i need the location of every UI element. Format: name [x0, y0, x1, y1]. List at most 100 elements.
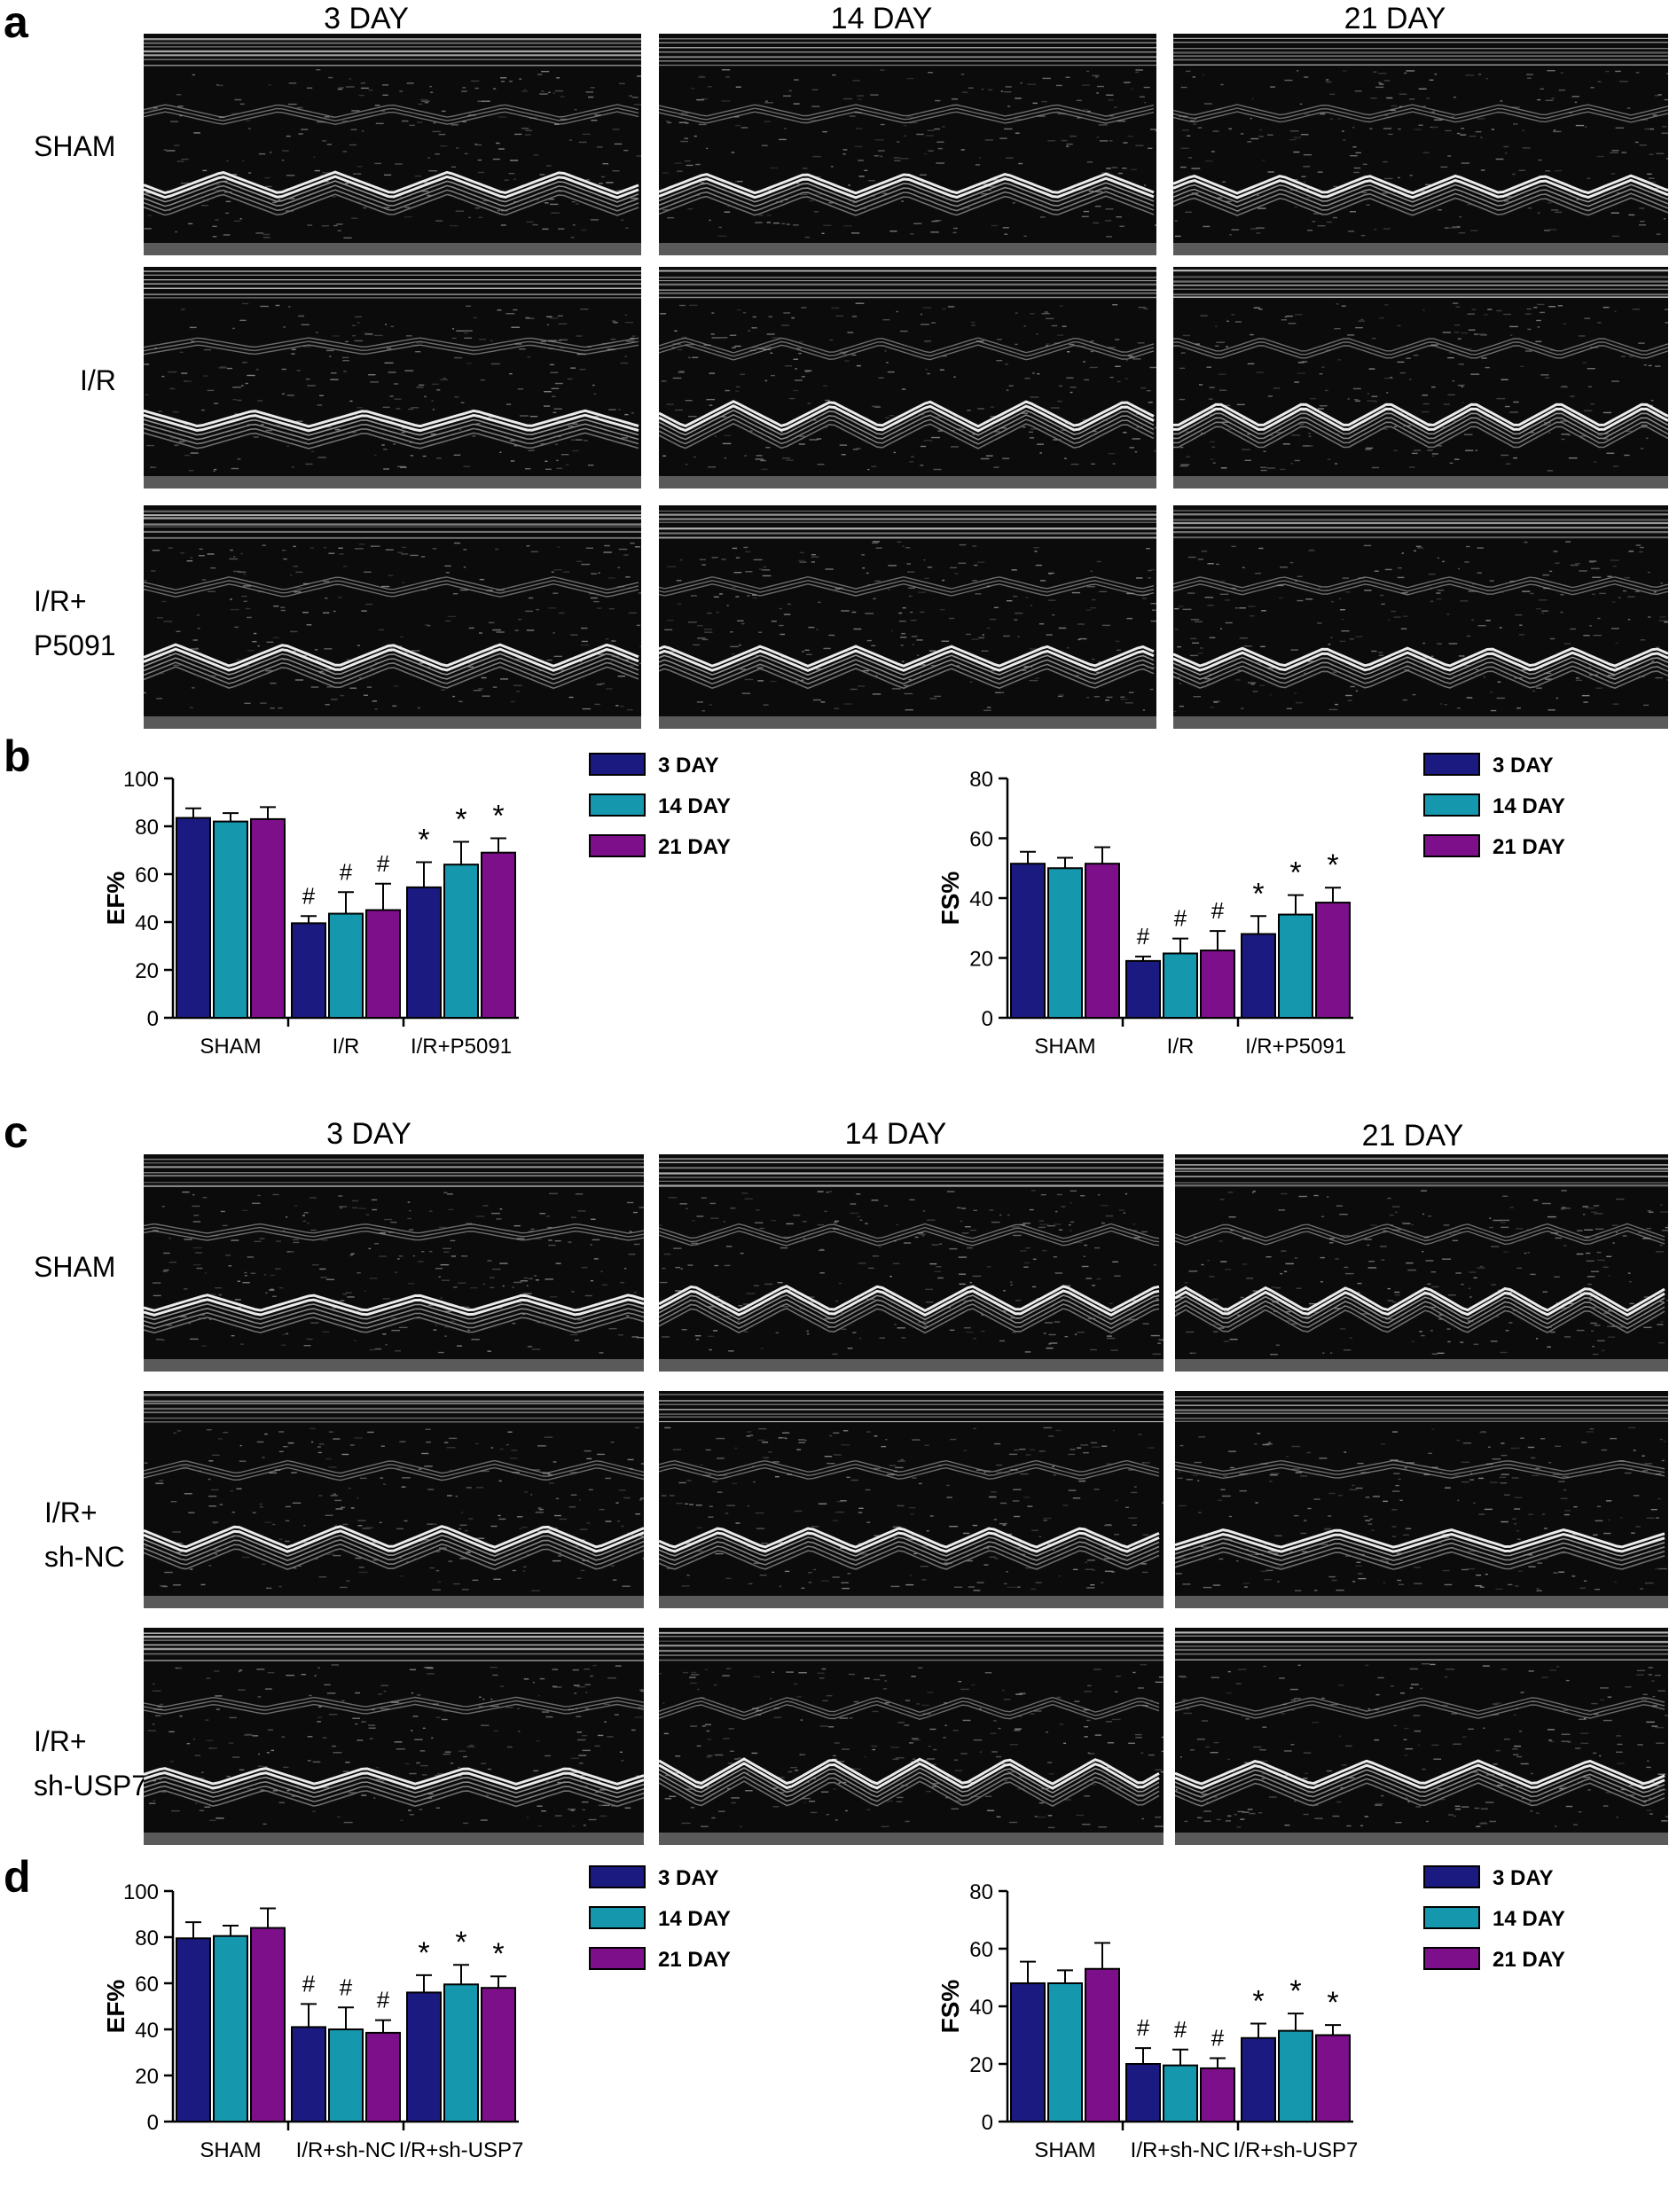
- bar: [1278, 2029, 1313, 2122]
- row-label-c-3-line2: sh-USP7: [34, 1769, 148, 1802]
- y-axis-label: EF%: [102, 1980, 129, 2034]
- bar: [1200, 2067, 1235, 2122]
- echo-image: [144, 267, 641, 489]
- echo-image: [659, 1391, 1164, 1608]
- echo-texture: [1173, 37, 1668, 255]
- x-category-label: I/R+sh-NC: [1131, 2138, 1231, 2162]
- y-tick-label: 20: [969, 2053, 993, 2077]
- significance-hash: #: [302, 1970, 316, 1997]
- echo-texture: [659, 270, 1156, 489]
- echo-image: [1175, 1391, 1668, 1608]
- row-label-c-2-line2: sh-NC: [44, 1540, 125, 1573]
- row-label-a-3: I/R+ P5091: [34, 580, 116, 668]
- echo-texture: [1175, 1157, 1668, 1372]
- significance-hash: #: [1174, 2016, 1187, 2043]
- fs-chart-d: 0 20 40 60 80 FS% SHAM I/R+sh-NC # # # I/R+sh-USP7 *…: [936, 1865, 1565, 2162]
- significance-star: *: [492, 1937, 504, 1971]
- legend-swatch: [589, 793, 646, 817]
- bar: [291, 2026, 326, 2122]
- row-label-c-2-line1: I/R+: [44, 1497, 98, 1528]
- bar: [443, 864, 479, 1019]
- echo-image: [1173, 34, 1668, 255]
- significance-hash: #: [1137, 2014, 1150, 2041]
- y-tick-label: 100: [123, 768, 159, 792]
- y-tick-label: 0: [982, 2111, 993, 2135]
- ef-chart-b: 0 20 40 60 80 100 EF% SHAM I/R # # # I/R+P5091 * * * 3 D…: [102, 753, 731, 1059]
- bar: [328, 2028, 364, 2122]
- bar: [365, 909, 401, 1019]
- echo-texture: [659, 1394, 1164, 1608]
- bar: [1163, 2064, 1198, 2122]
- y-tick-label: 40: [135, 911, 159, 935]
- echo-image: [1175, 1154, 1668, 1372]
- legend-label: 14 DAY: [658, 794, 731, 818]
- legend-swatch: [589, 753, 646, 776]
- row-label-a-3-line1: I/R+: [34, 585, 87, 617]
- bar: [406, 1991, 442, 2122]
- row-label-c-2: I/R+ sh-NC: [44, 1491, 125, 1579]
- legend-swatch: [1423, 1865, 1480, 1888]
- row-label-c-3-line1: I/R+: [34, 1725, 87, 1757]
- echo-texture: [659, 38, 1156, 255]
- significance-star: *: [1327, 1986, 1338, 2020]
- legend-label: 21 DAY: [1493, 835, 1565, 859]
- legend-label: 21 DAY: [1493, 1948, 1565, 1972]
- x-category-label: I/R: [1167, 1035, 1195, 1059]
- row-label-c-3: I/R+ sh-USP7: [34, 1720, 147, 1808]
- bar: [213, 820, 248, 1019]
- bar: [176, 817, 211, 1019]
- significance-star: *: [1289, 1974, 1301, 2008]
- bar: [291, 922, 326, 1020]
- row-label-a-3-line2: P5091: [34, 629, 116, 661]
- significance-hash: #: [340, 1974, 353, 2000]
- bar: [250, 817, 286, 1020]
- echo-image: [1173, 505, 1668, 729]
- bar: [1200, 950, 1235, 1019]
- y-tick-label: 80: [969, 1880, 993, 1904]
- bar: [176, 1937, 211, 2122]
- panel-letter-a: a: [4, 0, 28, 47]
- significance-star: *: [418, 824, 429, 857]
- bar: [250, 1927, 286, 2122]
- echo-texture: [144, 38, 641, 255]
- y-tick-label: 0: [147, 2111, 159, 2135]
- y-tick-label: 20: [135, 2065, 159, 2089]
- x-category-label: SHAM: [1034, 2138, 1095, 2162]
- col-header-21-day-a: 21 DAY: [1344, 2, 1446, 35]
- bar: [1010, 863, 1046, 1019]
- legend-label: 14 DAY: [658, 1907, 731, 1931]
- legend-label: 14 DAY: [1493, 1907, 1565, 1931]
- fs-chart-b: 0 20 40 60 80 FS% SHAM I/R # # # I/R+P5091 * * * 3 DAY 1…: [936, 753, 1565, 1059]
- bar: [481, 1987, 516, 2122]
- echo-texture: [1173, 270, 1668, 489]
- significance-hash: #: [1174, 905, 1187, 932]
- bar: [406, 886, 442, 1019]
- col-header-3-day-a: 3 DAY: [324, 2, 409, 35]
- legend-swatch: [589, 1906, 646, 1929]
- legend-label: 3 DAY: [658, 1866, 718, 1890]
- y-tick-label: 60: [135, 864, 159, 887]
- y-tick-label: 40: [969, 887, 993, 911]
- echo-texture: [1175, 1395, 1668, 1608]
- legend-label: 3 DAY: [1493, 754, 1553, 778]
- bar: [1125, 959, 1161, 1019]
- echo-image: [659, 505, 1156, 729]
- significance-star: *: [1289, 856, 1301, 890]
- row-label-c-1: SHAM: [34, 1246, 115, 1290]
- bar: [443, 1983, 479, 2122]
- y-tick-label: 0: [147, 1007, 159, 1031]
- echo-image: [1175, 1628, 1668, 1845]
- echo-texture: [659, 1631, 1164, 1845]
- legend-swatch: [589, 834, 646, 857]
- significance-star: *: [455, 1926, 466, 1959]
- significance-hash: #: [1211, 2025, 1225, 2052]
- panel-letter-d: d: [4, 1852, 31, 1902]
- echo-texture: [659, 510, 1156, 729]
- echo-image: [144, 34, 641, 255]
- echo-texture: [144, 1632, 644, 1845]
- legend-label: 3 DAY: [658, 754, 718, 778]
- x-category-label: I/R: [333, 1035, 360, 1059]
- legend-swatch: [1423, 753, 1480, 776]
- bar: [481, 851, 516, 1019]
- y-axis-label: EF%: [102, 872, 129, 926]
